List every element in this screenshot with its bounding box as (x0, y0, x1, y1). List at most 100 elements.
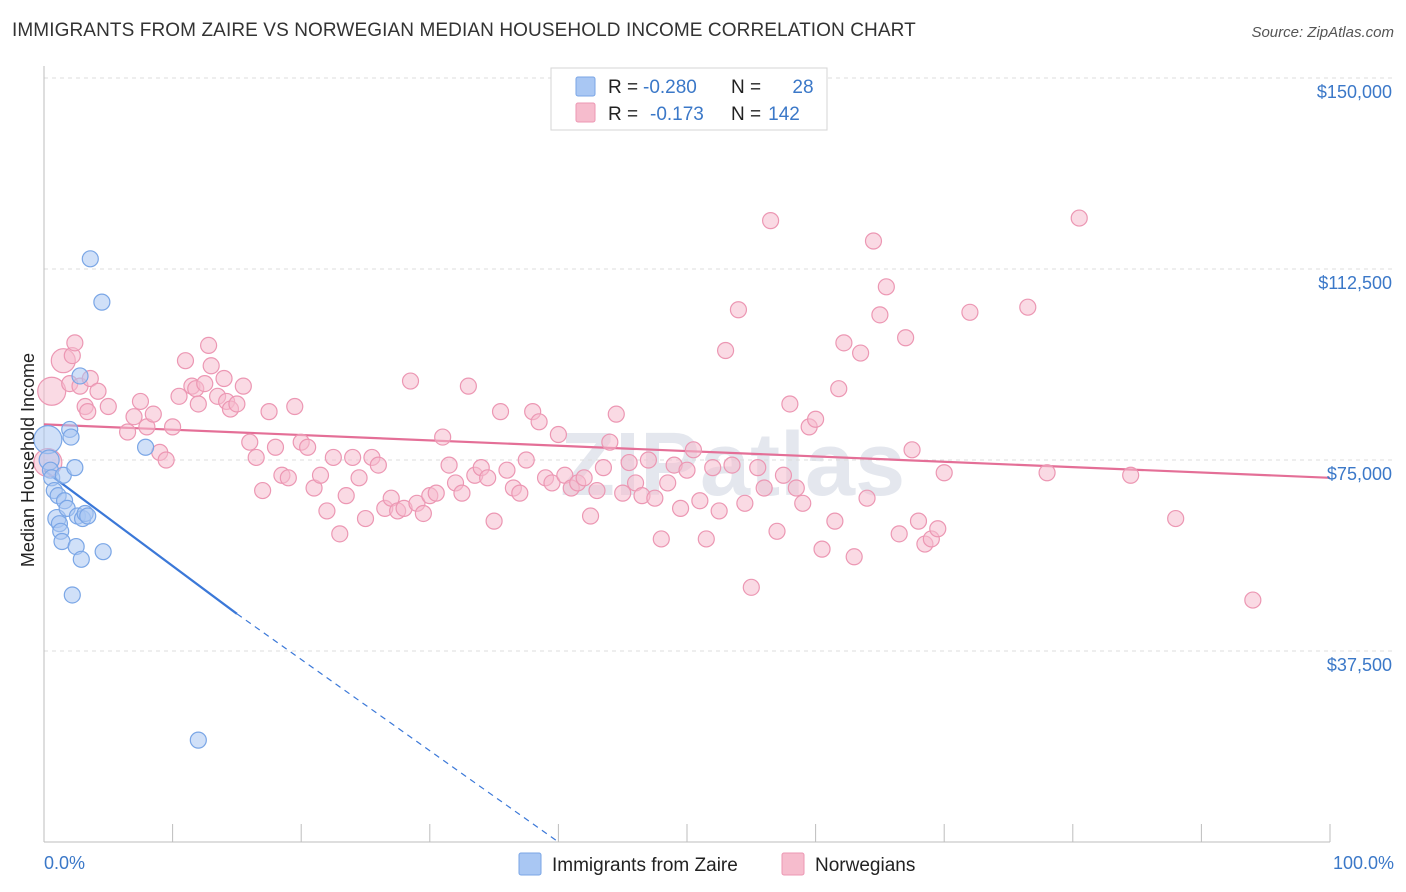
point-zaire (72, 550, 90, 568)
point-norwegian (131, 392, 150, 411)
legend-r-value-zaire: -0.280 (643, 77, 697, 98)
point-norwegian (247, 448, 265, 467)
point-norwegian (279, 469, 297, 487)
point-norwegian (517, 451, 535, 469)
point-norwegian (684, 441, 703, 459)
point-norwegian (99, 397, 117, 416)
legend-swatch-norwegians (575, 102, 596, 123)
bottom-legend-swatch-zaire (518, 852, 542, 876)
point-norwegian (588, 481, 606, 500)
legend-r-label-norwegians: R = (608, 104, 638, 125)
point-norwegian (723, 456, 741, 474)
point-norwegian (356, 509, 375, 528)
point-zaire (71, 367, 89, 385)
point-norwegian (401, 372, 420, 390)
point-norwegian (961, 303, 979, 321)
point-norwegian (66, 334, 84, 352)
y-tick-label: $150,000 (1317, 82, 1392, 102)
point-norwegian (929, 520, 947, 538)
legend-n-label-zaire: N = (731, 77, 761, 98)
y-tick-labels: $37,500 $75,000 $112,500 $150,000 (1317, 82, 1392, 675)
point-norwegian (337, 487, 355, 505)
point-norwegian (890, 525, 908, 543)
point-norwegian (241, 433, 259, 451)
point-norwegian (543, 474, 561, 492)
point-norwegian (704, 459, 722, 477)
point-norwegian (311, 466, 330, 484)
point-norwegian (254, 481, 272, 500)
point-norwegian (614, 484, 632, 502)
point-norwegian (434, 428, 452, 446)
y-axis-title: Median Household Income (18, 353, 38, 567)
legend-n-label-norwegians: N = (731, 104, 761, 125)
point-zaire (136, 438, 155, 456)
y-tick-label: $75,000 (1327, 464, 1392, 484)
legend-swatch-zaire (575, 76, 596, 97)
point-norwegian (897, 329, 915, 347)
legend-box (550, 67, 828, 131)
point-norwegian (710, 502, 728, 520)
point-norwegian (794, 494, 812, 512)
point-norwegian (697, 530, 715, 548)
point-norwegian (189, 395, 207, 413)
point-norwegian (479, 469, 497, 487)
legend-r-value-norwegians: -0.173 (650, 104, 704, 125)
point-norwegian (646, 489, 664, 507)
point-norwegian (511, 484, 529, 502)
point-norwegian (498, 461, 516, 479)
point-norwegian (266, 438, 285, 456)
point-norwegian (318, 502, 336, 520)
point-norwegian (170, 387, 188, 405)
point-norwegian (678, 461, 696, 479)
point-norwegian (324, 448, 342, 467)
point-norwegian (871, 306, 889, 324)
point-norwegian (1122, 466, 1140, 484)
point-norwegian (935, 464, 953, 482)
trend-line-zaire-extension (236, 613, 559, 843)
point-norwegian (691, 492, 709, 510)
point-norwegian (575, 469, 593, 487)
point-norwegian (459, 377, 477, 395)
point-norwegian (89, 382, 107, 400)
point-norwegian (652, 530, 670, 548)
point-norwegian (549, 425, 568, 444)
point-norwegian (37, 376, 67, 406)
y-tick-label: $112,500 (1318, 273, 1392, 293)
point-norwegian (200, 336, 218, 354)
point-norwegian (620, 453, 638, 472)
point-norwegian (331, 525, 349, 543)
point-norwegian (858, 489, 876, 507)
point-norwegian (491, 403, 510, 421)
point-norwegian (830, 380, 848, 398)
point-norwegian (344, 448, 362, 467)
point-norwegian (369, 456, 387, 474)
point-norwegian (485, 512, 503, 530)
point-zaire (93, 293, 111, 311)
point-zaire (94, 543, 112, 561)
point-norwegian (79, 403, 97, 421)
point-norwegian (260, 403, 278, 421)
point-norwegian (813, 540, 831, 558)
chart-title: IMMIGRANTS FROM ZAIRE VS NORWEGIAN MEDIA… (12, 20, 916, 41)
point-zaire (33, 425, 63, 455)
point-norwegian (196, 375, 214, 393)
point-norwegian (202, 357, 220, 375)
point-norwegian (427, 484, 445, 502)
point-norwegian (671, 499, 690, 517)
point-zaire (189, 731, 207, 749)
y-tick-label: $37,500 (1327, 655, 1392, 675)
point-norwegian (742, 578, 760, 596)
grid-lines (44, 77, 1394, 652)
bottom-legend-label-zaire: Immigrants from Zaire (552, 855, 738, 876)
point-norwegian (903, 441, 921, 459)
point-norwegian (639, 451, 658, 469)
data-points (33, 209, 1262, 749)
point-norwegian (228, 395, 246, 413)
x-tick-label-min: 0.0% (44, 853, 85, 873)
point-norwegian (594, 459, 613, 477)
bottom-legend-swatch-norwegians (781, 852, 805, 876)
legend-n-value-zaire: 28 (792, 77, 813, 98)
point-zaire (63, 586, 81, 604)
point-norwegian (607, 405, 625, 423)
